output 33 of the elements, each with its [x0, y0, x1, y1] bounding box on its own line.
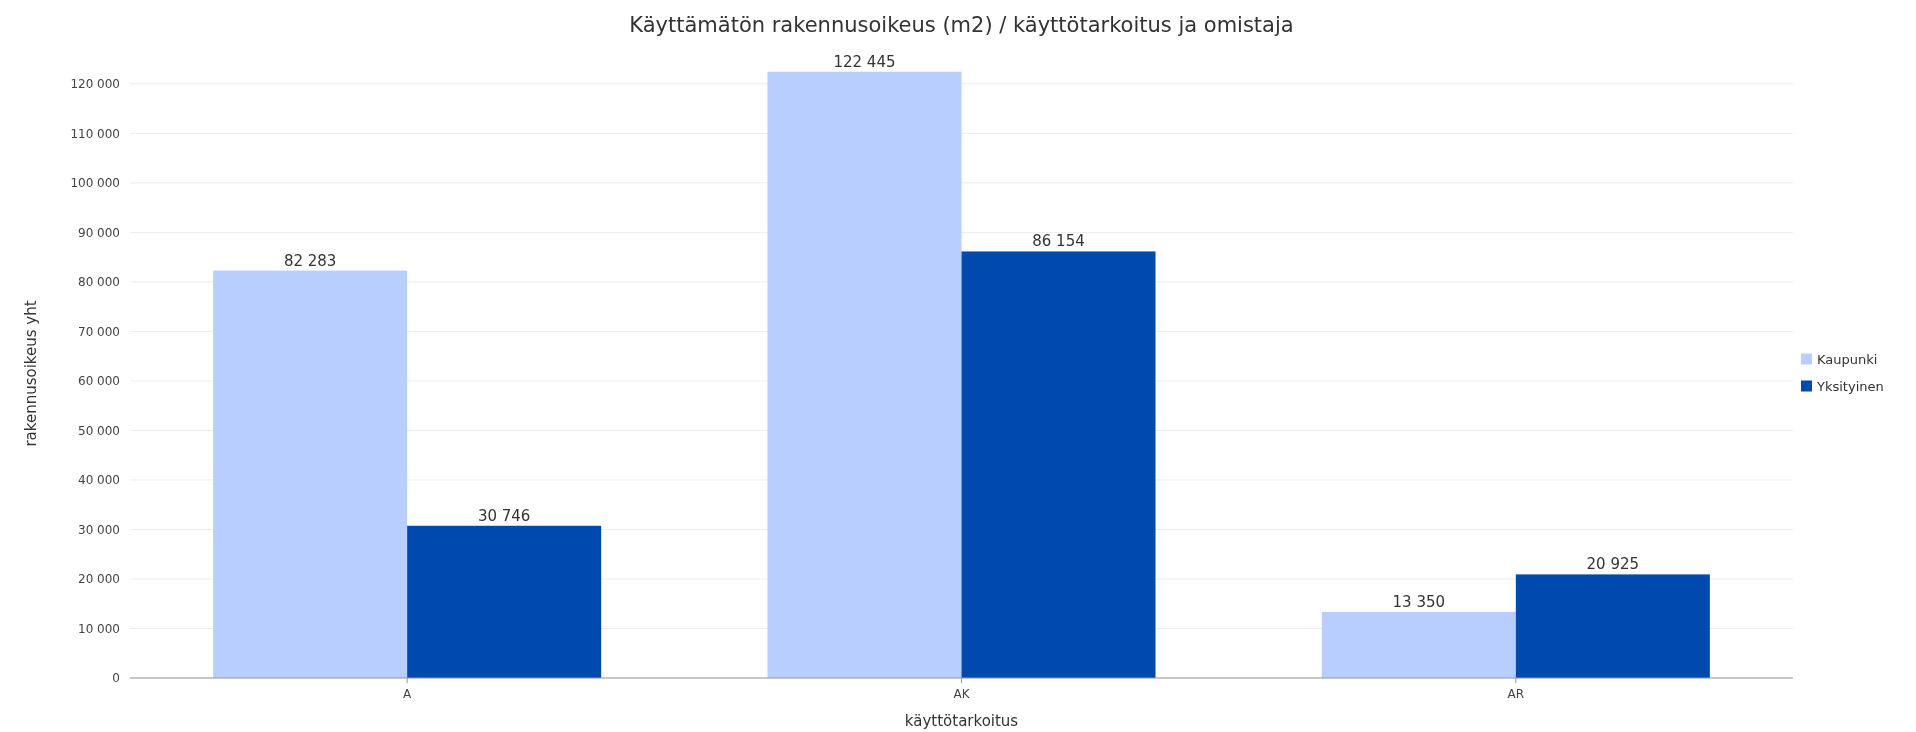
bar	[961, 251, 1156, 678]
data-label: 86 154	[1032, 232, 1085, 251]
y-tick-label: 60 000	[78, 374, 120, 389]
x-axis-title: käyttötarkoitus	[904, 712, 1019, 730]
legend-label: Kaupunki	[1817, 351, 1878, 367]
x-tick-label: AK	[953, 687, 971, 701]
data-label: 30 746	[477, 506, 531, 525]
y-tick-label: 90 000	[78, 225, 120, 240]
data-label: 82 283	[283, 251, 337, 270]
y-tick-label: 40 000	[78, 473, 120, 488]
data-label: 13 350	[1392, 592, 1446, 611]
bar	[213, 270, 408, 678]
data-label: 20 925	[1586, 555, 1640, 574]
legend-label: Yksityinen	[1816, 378, 1884, 394]
y-tick-label: 50 000	[78, 423, 120, 438]
y-tick-label: 0	[112, 671, 120, 686]
bar	[1515, 574, 1710, 678]
data-label: 122 445	[833, 52, 896, 71]
bar	[767, 71, 962, 678]
y-tick-label: 30 000	[78, 522, 120, 537]
y-tick-label: 110 000	[70, 126, 120, 141]
y-tick-label: 80 000	[78, 275, 120, 290]
chart-title: Käyttämätön rakennusoikeus (m2) / käyttötarkoitus ja omistaja	[629, 13, 1294, 37]
y-tick-label: 100 000	[70, 176, 120, 191]
x-tick-label: AR	[1507, 687, 1525, 701]
x-tick-label: A	[403, 687, 413, 701]
y-tick-label: 120 000	[70, 77, 120, 92]
y-axis-title: rakennusoikeus yht	[22, 300, 40, 447]
y-tick-label: 10 000	[78, 621, 120, 636]
bar	[1321, 611, 1516, 678]
y-tick-label: 70 000	[78, 324, 120, 339]
bar	[407, 525, 602, 678]
y-tick-label: 20 000	[78, 572, 120, 587]
